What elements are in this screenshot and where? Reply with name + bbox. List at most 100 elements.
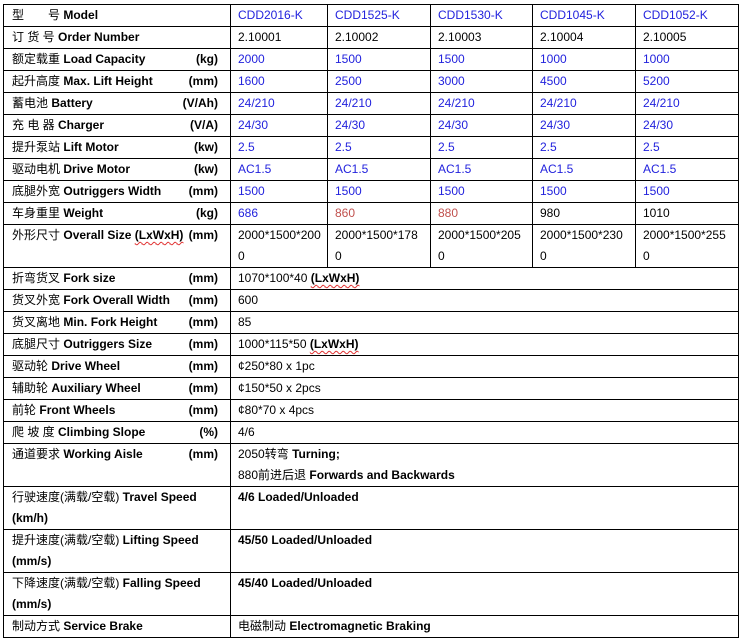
spec-label: 驱动电机 Drive Motor (kw)	[3, 158, 231, 181]
spec-value: 2000*1500*2000	[230, 224, 328, 268]
value-num: 2050	[238, 447, 265, 461]
value-text: 4/6 Loaded/Unloaded	[238, 490, 359, 504]
spec-row: 外形尺寸 Overall Size (LxWxH) (mm) 2000*1500*2…	[3, 224, 739, 268]
value-en: Forwards and Backwards	[309, 468, 455, 482]
spec-value: 1500	[532, 180, 636, 203]
label-cn: 底腿外宽	[12, 184, 61, 198]
spec-value: AC1.5	[230, 158, 328, 181]
spec-label: 折弯货叉 Fork size (mm)	[3, 267, 231, 290]
spec-label: 底腿尺寸 Outriggers Size (mm)	[3, 333, 231, 356]
spec-value: 2.10004	[532, 26, 636, 49]
spec-label: 外形尺寸 Overall Size (LxWxH) (mm)	[3, 224, 231, 268]
spec-value: 1070*100*40 (LxWxH)	[230, 267, 739, 290]
value-line: 880前进后退 Forwards and Backwards	[238, 465, 738, 486]
spec-value: 85	[230, 311, 739, 334]
label-unit: (mm)	[188, 381, 218, 395]
label-unit: (mm)	[188, 293, 218, 307]
label-unit: (mm/s)	[12, 597, 52, 611]
label-cn: 驱动轮	[12, 359, 49, 373]
spec-value: 1500	[430, 180, 533, 203]
spec-value: 45/40 Loaded/Unloaded	[230, 572, 739, 616]
spec-row: 折弯货叉 Fork size (mm) 1070*100*40 (LxWxH)	[3, 267, 739, 290]
spec-row: 订 货 号 Order Number 2.10001 2.10002 2.10003 2…	[3, 26, 739, 49]
spec-value: 5200	[635, 70, 739, 93]
label-en: Lift Motor	[63, 140, 119, 154]
value-text: Electromagnetic Braking	[289, 619, 431, 633]
label-cn: 提升泵站	[12, 140, 61, 154]
spec-value: 2050转弯 Turning; 880前进后退 Forwards and Back…	[230, 443, 739, 487]
label-en: Overall Size	[63, 228, 132, 242]
label-en: Auxiliary Wheel	[51, 381, 141, 395]
spec-label: 起升高度 Max. Lift Height (mm)	[3, 70, 231, 93]
spec-row: 驱动轮 Drive Wheel (mm) ¢250*80 x 1pc	[3, 355, 739, 378]
value-text: ¢150*50 x 2pcs	[238, 381, 321, 395]
label-en: Outriggers Size	[63, 337, 153, 351]
spec-value: 1500	[430, 48, 533, 71]
spec-value: 600	[230, 289, 739, 312]
label-cn: 车身重里	[12, 206, 61, 220]
label-en: Battery	[51, 96, 93, 110]
spec-label: 行驶速度(满载/空载) Travel Speed (km/h)	[3, 486, 231, 530]
spec-value: CDD1530-K	[430, 4, 533, 27]
spec-value: 24/210	[635, 92, 739, 115]
label-cn: 前轮	[12, 403, 37, 417]
label-cn: 起升高度	[12, 74, 61, 88]
spec-label: 提升泵站 Lift Motor (kw)	[3, 136, 231, 159]
spec-value: 24/210	[532, 92, 636, 115]
value-text: 4/6	[238, 425, 255, 439]
spec-value: 1500	[635, 180, 739, 203]
spec-value: 2.10002	[327, 26, 431, 49]
spec-value: 2.5	[430, 136, 533, 159]
spec-value: 880	[430, 202, 533, 225]
spec-value: 24/30	[327, 114, 431, 137]
spec-value: 2.5	[532, 136, 636, 159]
spec-row: 型 号 Model CDD2016-K CDD1525-K CDD1530-K CDD1…	[3, 4, 739, 27]
value-line: 2050转弯 Turning;	[238, 444, 738, 465]
label-unit: (V/A)	[190, 118, 218, 132]
spec-label: 前轮 Front Wheels (mm)	[3, 399, 231, 422]
spec-value: 860	[327, 202, 431, 225]
label-en: Drive Motor	[63, 162, 131, 176]
spec-value: 2.10005	[635, 26, 739, 49]
label-unit: (%)	[199, 425, 218, 439]
value-cn: 转弯	[264, 447, 289, 461]
spec-value: ¢150*50 x 2pcs	[230, 377, 739, 400]
spec-value: 2000*1500*1780	[327, 224, 431, 268]
label-cn: 外形尺寸	[12, 228, 61, 242]
spec-label: 制动方式 Service Brake	[3, 615, 231, 638]
label-en: Falling Speed	[122, 576, 201, 590]
label-cn: 底腿尺寸	[12, 337, 61, 351]
spec-label: 额定载重 Load Capacity (kg)	[3, 48, 231, 71]
value-text: 85	[238, 315, 252, 329]
label-cn: 蓄电池	[12, 96, 49, 110]
spec-row: 货叉外宽 Fork Overall Width (mm) 600	[3, 289, 739, 312]
label-cn: 驱动电机	[12, 162, 61, 176]
spec-row: 驱动电机 Drive Motor (kw) AC1.5 AC1.5 AC1.5 AC1.5…	[3, 158, 739, 181]
spec-value: 2.10001	[230, 26, 328, 49]
spec-row: 下降速度(满载/空载) Falling Speed (mm/s) 45/40 Loa…	[3, 572, 739, 616]
spec-label: 货叉外宽 Fork Overall Width (mm)	[3, 289, 231, 312]
spec-value: 980	[532, 202, 636, 225]
label-cn: 型 号	[12, 8, 61, 22]
spec-value: AC1.5	[532, 158, 636, 181]
label-en: Climbing Slope	[58, 425, 146, 439]
label-unit: (kw)	[194, 140, 218, 154]
label-unit: (mm)	[188, 315, 218, 329]
label-unit: (mm/s)	[12, 554, 52, 568]
label-unit: (mm)	[188, 447, 218, 461]
label-en: Model	[63, 8, 99, 22]
spec-value: 24/210	[230, 92, 328, 115]
spec-value: 2000*1500*2050	[430, 224, 533, 268]
label-unit: (mm)	[188, 359, 218, 373]
spec-value: 电磁制动 Electromagnetic Braking	[230, 615, 739, 638]
label-cn: 充 电 器	[12, 118, 55, 132]
label-unit: (mm)	[188, 403, 218, 417]
spec-value: 2000*1500*2300	[532, 224, 636, 268]
spec-value: CDD2016-K	[230, 4, 328, 27]
spec-value: AC1.5	[327, 158, 431, 181]
label-en: Weight	[63, 206, 104, 220]
spec-value: 24/210	[430, 92, 533, 115]
spec-label: 型 号 Model	[3, 4, 231, 27]
spec-value: 2.5	[230, 136, 328, 159]
spec-row: 底腿外宽 Outriggers Width (mm) 1500 1500 1500 150…	[3, 180, 739, 203]
